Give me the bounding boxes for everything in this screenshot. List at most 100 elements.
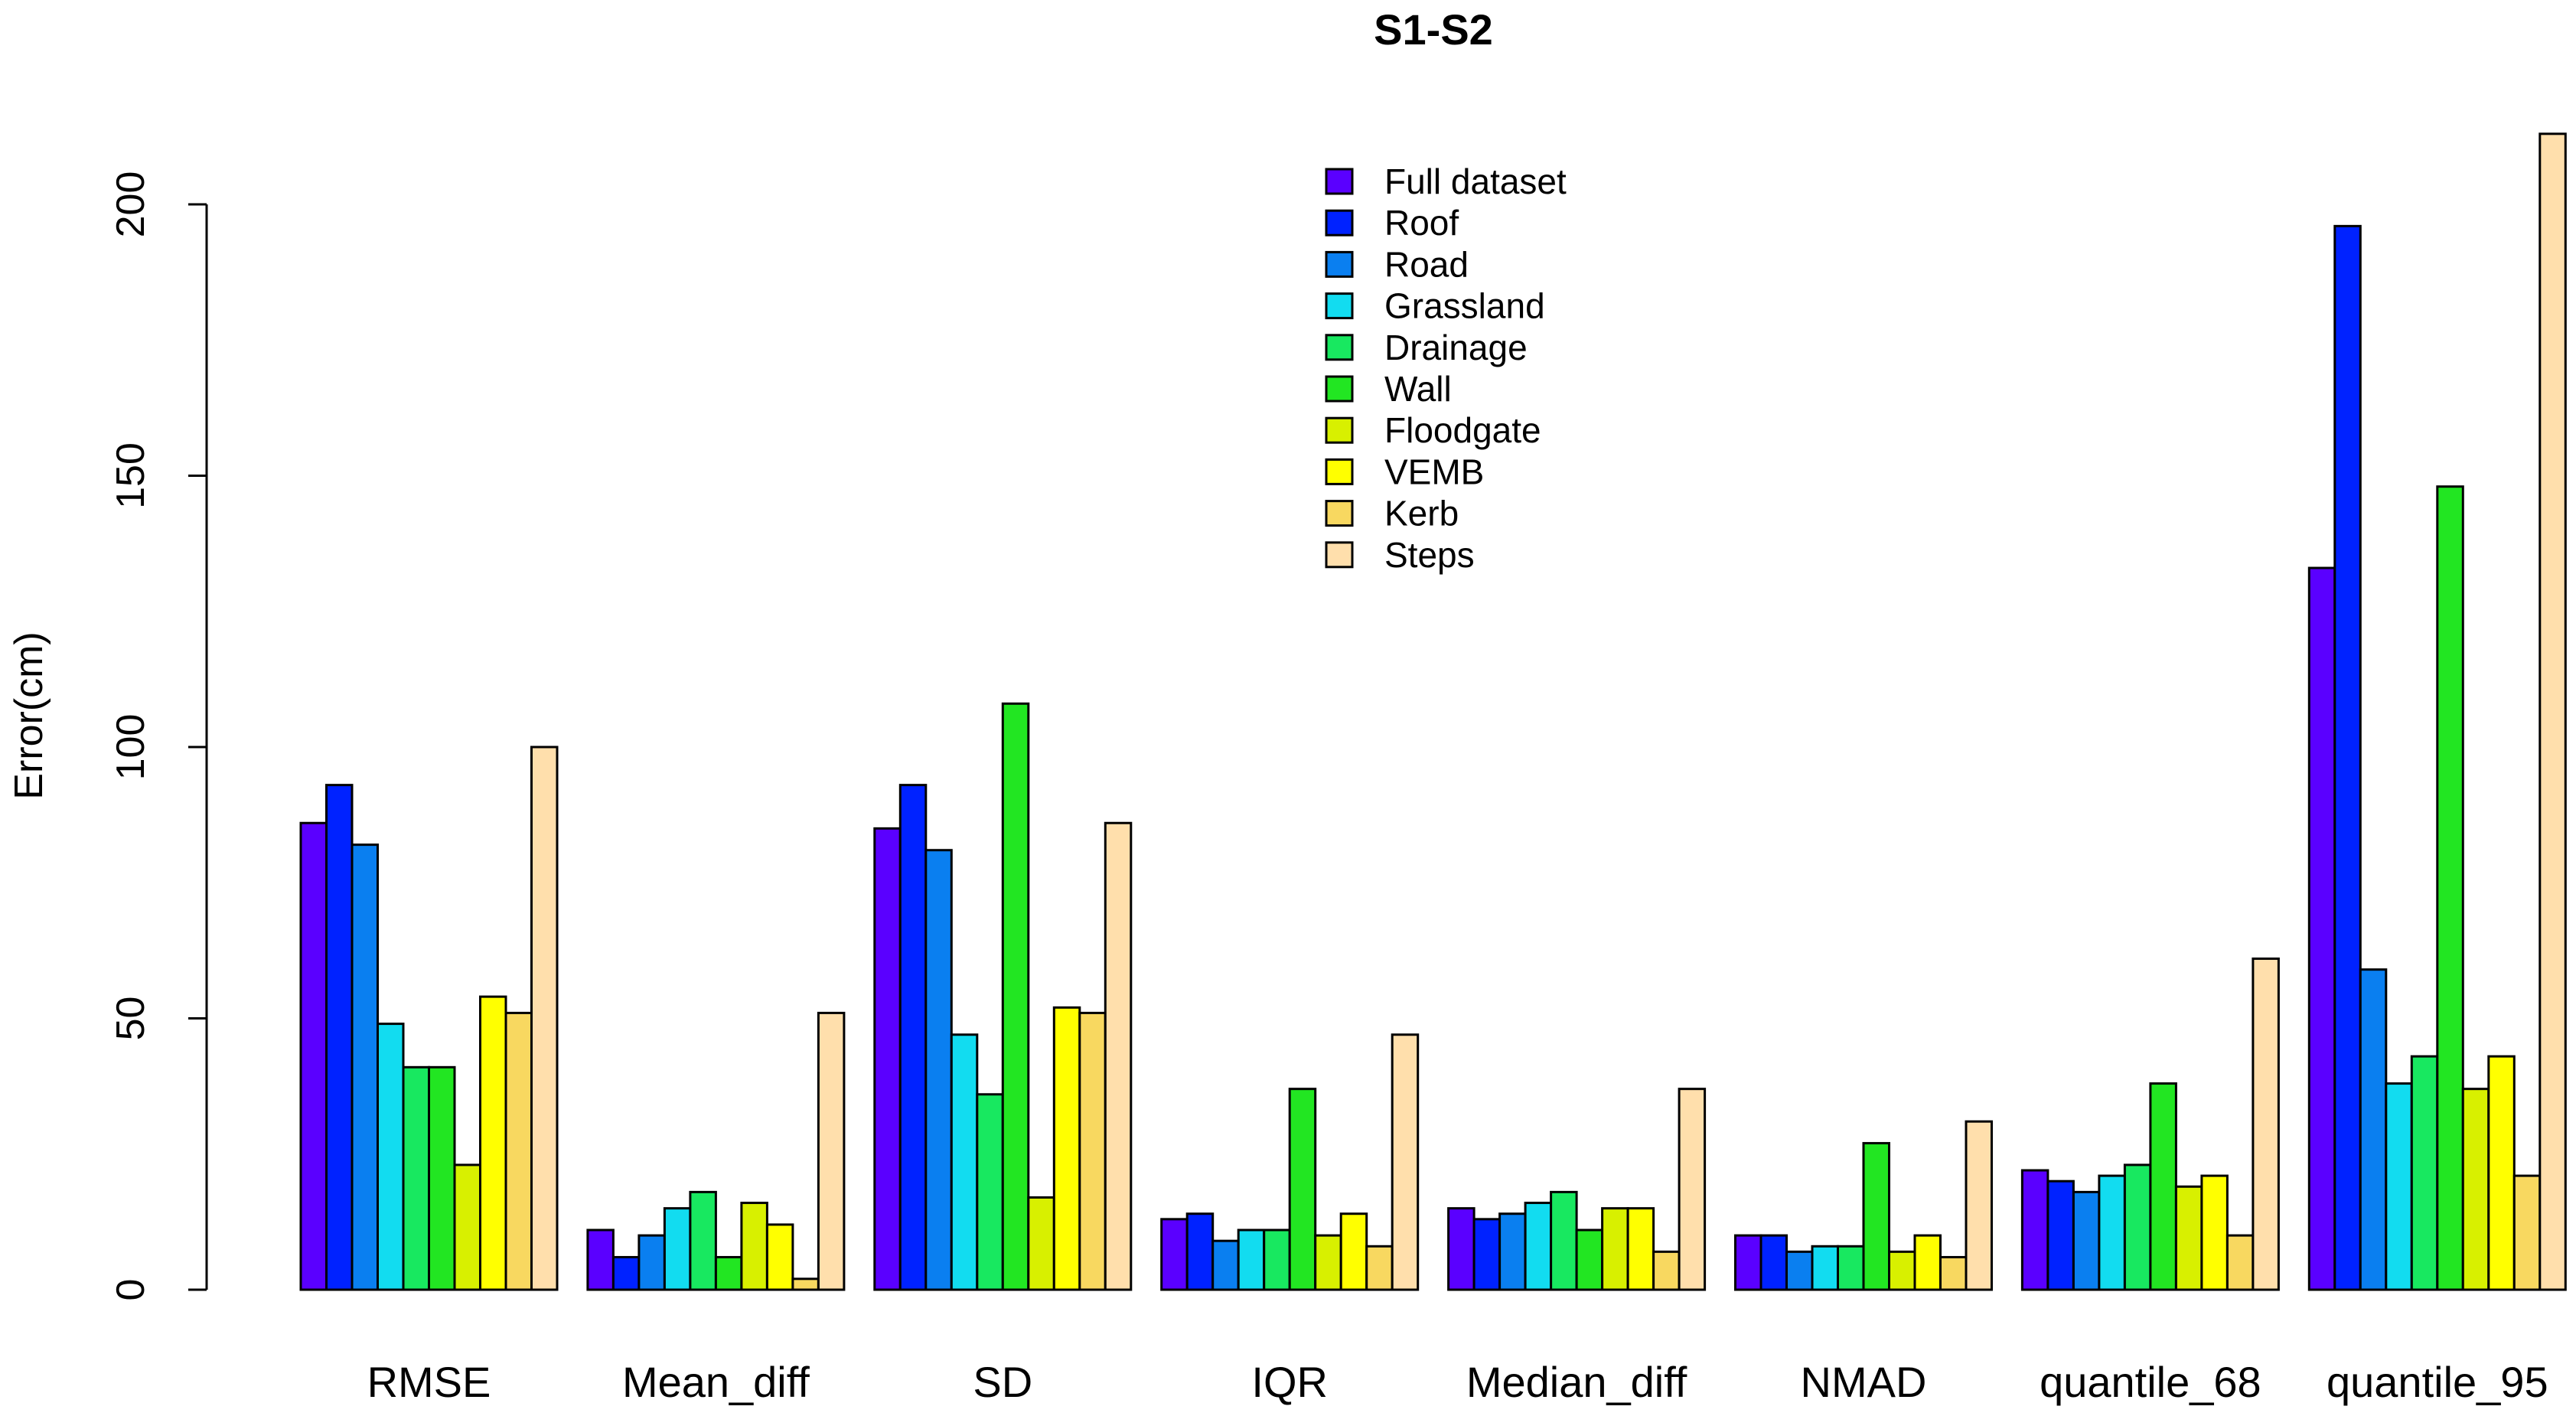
bar	[1001, 702, 1030, 1291]
bar	[1365, 1245, 1394, 1291]
bar	[1447, 1207, 1475, 1291]
category-label: quantile_95	[2327, 1358, 2548, 1406]
bar	[2333, 224, 2362, 1291]
bar	[402, 1065, 430, 1291]
y-axis: 0 50 100 150 200	[109, 171, 208, 1300]
y-axis-label: Error(cm)	[7, 631, 51, 800]
bar	[586, 1228, 615, 1291]
category-labels: RMSE Mean_diff SD IQR Median_diff NMAD quantil…	[367, 1358, 2548, 1406]
bar	[1575, 1228, 1604, 1291]
legend-label: Road	[1384, 244, 1469, 284]
category-label: SD	[973, 1358, 1032, 1406]
bar	[2123, 1163, 2152, 1291]
bar	[924, 849, 953, 1291]
bar	[1339, 1212, 1368, 1291]
bar	[1027, 1196, 1055, 1291]
bar	[2359, 968, 2388, 1291]
bar	[299, 821, 328, 1291]
legend-label: Wall	[1384, 369, 1452, 409]
bar	[1498, 1212, 1527, 1291]
bar	[817, 1011, 846, 1291]
bar	[1734, 1234, 1762, 1291]
bar	[1524, 1202, 1553, 1291]
bar	[2200, 1174, 2229, 1291]
legend-label: Steps	[1384, 535, 1475, 575]
bar	[2149, 1082, 2177, 1291]
bar	[428, 1065, 456, 1291]
y-tick-label: 150	[109, 442, 153, 509]
bar	[1263, 1228, 1291, 1291]
bar	[1288, 1088, 1317, 1291]
legend-label: Kerb	[1384, 494, 1459, 533]
bar	[1678, 1088, 1707, 1291]
bar	[2252, 958, 2280, 1291]
bar	[2174, 1185, 2203, 1291]
category-label: Mean_diff	[622, 1358, 810, 1406]
bar	[611, 1255, 641, 1291]
bar	[873, 827, 902, 1291]
bar	[325, 784, 354, 1291]
bar	[950, 1033, 979, 1291]
bar	[1759, 1234, 1788, 1291]
legend-swatch	[1325, 500, 1354, 527]
bar	[976, 1093, 1004, 1291]
bar	[1237, 1228, 1266, 1291]
bar	[2020, 1169, 2049, 1291]
legend-label: Floodgate	[1384, 410, 1541, 450]
bar	[2225, 1234, 2255, 1291]
bar	[898, 784, 928, 1291]
bar	[714, 1255, 743, 1291]
bar	[1837, 1245, 1865, 1291]
bar	[1185, 1212, 1215, 1291]
category-label: RMSE	[367, 1358, 491, 1406]
bar	[1314, 1234, 1342, 1291]
bar	[504, 1011, 533, 1291]
legend: Full datasetRoofRoadGrasslandDrainageWal…	[1325, 162, 1567, 575]
category-label: NMAD	[1801, 1358, 1927, 1406]
bar	[2046, 1179, 2075, 1291]
y-tick-label: 100	[109, 714, 153, 781]
bar	[1160, 1218, 1189, 1291]
bar	[2461, 1088, 2490, 1291]
bars	[299, 132, 2567, 1291]
bar	[663, 1207, 692, 1291]
bar	[530, 746, 559, 1291]
legend-swatch	[1325, 334, 1354, 361]
bar	[1888, 1250, 1916, 1291]
bar	[765, 1223, 794, 1291]
y-tick-label: 200	[109, 171, 153, 238]
legend-swatch	[1325, 458, 1354, 485]
legend-label: VEMB	[1384, 452, 1484, 491]
category-label: IQR	[1251, 1358, 1328, 1406]
bar	[2436, 485, 2464, 1291]
legend-swatch	[1325, 416, 1354, 444]
bar	[1391, 1033, 1420, 1291]
bar	[2410, 1055, 2439, 1291]
legend-swatch	[1325, 375, 1354, 403]
bar	[1601, 1207, 1629, 1291]
bar	[1652, 1250, 1681, 1291]
bar	[351, 843, 379, 1291]
bar	[1913, 1234, 1942, 1291]
bar	[1965, 1120, 1993, 1291]
legend-label: Grassland	[1384, 286, 1545, 326]
bar	[1939, 1255, 1968, 1291]
bar	[637, 1234, 666, 1291]
y-tick-label: 50	[109, 997, 153, 1041]
bar	[740, 1202, 768, 1291]
bar	[1052, 1006, 1081, 1291]
legend-swatch	[1325, 250, 1354, 278]
bar	[2539, 132, 2567, 1291]
bar	[1862, 1142, 1890, 1291]
bar	[1811, 1245, 1839, 1291]
bar	[1211, 1239, 1240, 1291]
legend-swatch	[1325, 541, 1354, 569]
bar	[791, 1277, 820, 1291]
bar	[1078, 1011, 1107, 1291]
legend-label: Drainage	[1384, 328, 1528, 367]
category-label: Median_diff	[1466, 1358, 1687, 1406]
bar	[689, 1190, 717, 1291]
legend-swatch	[1325, 168, 1354, 195]
chart-title: S1-S2	[1374, 5, 1493, 54]
